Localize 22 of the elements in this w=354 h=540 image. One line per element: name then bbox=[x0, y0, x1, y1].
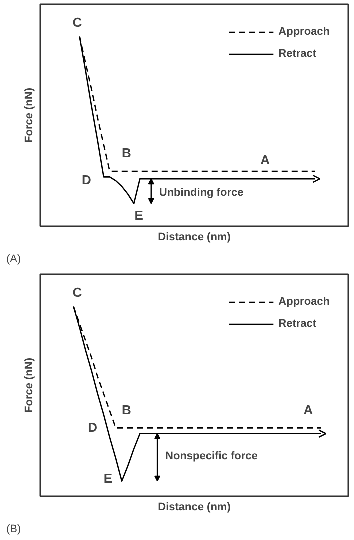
legend-label: Retract bbox=[278, 48, 317, 60]
annotation: D bbox=[88, 420, 98, 436]
x-axis-title: Distance (nm) bbox=[158, 232, 232, 244]
legend-label: Approach bbox=[278, 26, 330, 38]
annotation: Unbinding force bbox=[159, 187, 244, 200]
annotation: Nonspecific force bbox=[166, 450, 258, 463]
x-axis-title: Distance (nm) bbox=[158, 502, 232, 514]
y-axis-title: Force (nN) bbox=[24, 358, 36, 413]
annotation: A bbox=[260, 152, 271, 168]
annotation: B bbox=[122, 402, 132, 418]
text: (A) bbox=[6, 254, 22, 266]
legend-label: Approach bbox=[278, 296, 330, 308]
annotation: E bbox=[134, 208, 144, 223]
annotation: A bbox=[304, 402, 314, 418]
text: (B) bbox=[6, 524, 22, 536]
annotation: B bbox=[122, 146, 132, 161]
annotation: D bbox=[82, 172, 92, 188]
text: C bbox=[72, 14, 83, 30]
annotation: E bbox=[104, 471, 113, 486]
text: C bbox=[72, 284, 83, 300]
y-axis-title: Force (nN) bbox=[24, 88, 36, 143]
legend-label: Retract bbox=[278, 318, 317, 330]
